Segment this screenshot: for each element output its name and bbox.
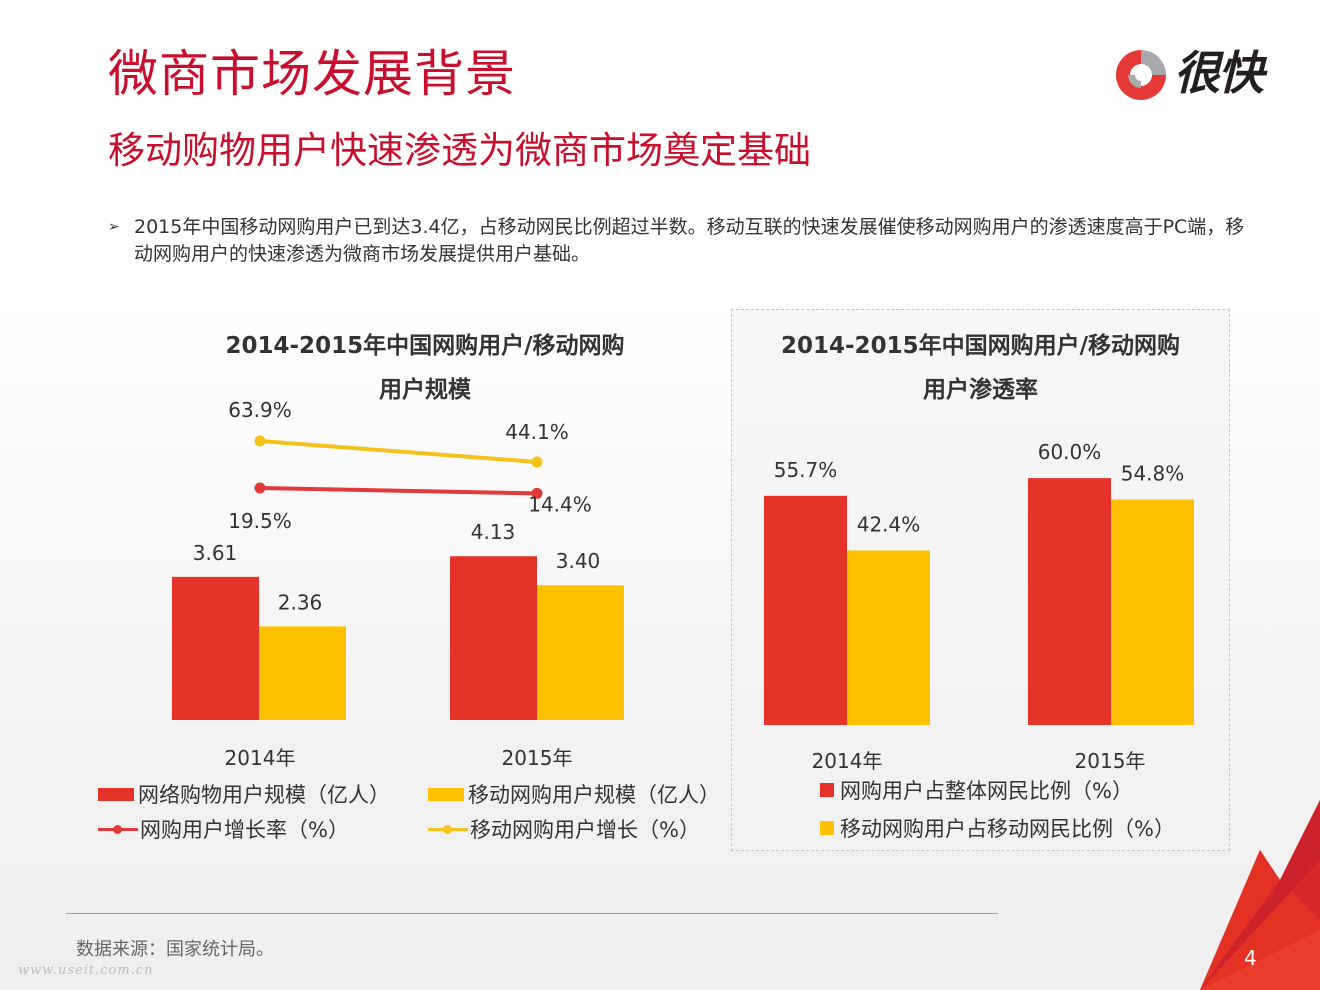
legend-line-marker-yellow	[428, 822, 468, 836]
right-x-label-2015: 2015年	[1074, 749, 1146, 773]
brand-logo: 很快	[1112, 44, 1282, 106]
footer-divider	[66, 913, 998, 914]
bar-mobile-2015年	[537, 585, 624, 720]
kuai-logo-icon	[1116, 50, 1166, 100]
page-subtitle: 移动购物用户快速渗透为微商市场奠定基础	[108, 129, 811, 172]
bar-online-2015年	[450, 556, 537, 720]
legend-label: 移动网购用户占移动网民比例（%）	[840, 817, 1175, 841]
left-chart-title: 2014-2015年中国网购用户/移动网购 用户规模	[170, 324, 680, 412]
left-chart-title-line1: 2014-2015年中国网购用户/移动网购	[225, 333, 625, 359]
legend-online-shoppers: 网络购物用户规模（亿人）	[98, 779, 390, 809]
bar-value-label: 42.4%	[857, 513, 921, 537]
watermark: www.useit.com.cn	[18, 963, 154, 978]
point-online-growth-2014年	[254, 482, 266, 494]
legend-label: 网购用户占整体网民比例（%）	[840, 779, 1133, 803]
legend-penetration-mobile: 移动网购用户占移动网民比例（%）	[820, 813, 1175, 843]
logo-text: 很快	[1174, 46, 1264, 100]
point-mobile-growth-2015年	[531, 456, 543, 468]
line-mobile-growth	[258, 439, 539, 464]
right-chart-title-line1: 2014-2015年中国网购用户/移动网购	[781, 333, 1180, 359]
right-chart-title-line2: 用户渗透率	[923, 377, 1038, 403]
data-source: 数据来源：国家统计局。	[76, 939, 274, 960]
bar-mobile-2015年	[1111, 499, 1194, 725]
bar-mobile-2014年	[259, 626, 346, 720]
legend-label: 网络购物用户规模（亿人）	[138, 783, 390, 807]
legend-line-marker-red	[98, 822, 138, 836]
bar-total-2015年	[1028, 478, 1111, 725]
right-chart-title: 2014-2015年中国网购用户/移动网购 用户渗透率	[731, 324, 1230, 412]
point-mobile-growth-2014年	[254, 435, 266, 447]
page-title: 微商市场发展背景	[108, 45, 516, 103]
bar-value-label: 54.8%	[1121, 461, 1185, 485]
legend-swatch-red	[98, 787, 134, 801]
bar-value-label: 55.7%	[774, 458, 838, 482]
left-x-label-2015: 2015年	[501, 746, 573, 770]
line-value-label: 44.1%	[505, 420, 569, 444]
bar-mobile-2014年	[847, 550, 930, 725]
line-online-growth	[258, 486, 539, 496]
bar-total-2014年	[764, 495, 847, 725]
legend-label: 网购用户增长率（%）	[140, 818, 349, 842]
line-value-label: 19.5%	[228, 509, 292, 533]
bar-value-label: 3.40	[556, 549, 601, 573]
legend-mobile-shoppers: 移动网购用户规模（亿人）	[428, 779, 720, 809]
bar-value-label: 2.36	[278, 590, 323, 614]
arrow-bullet-icon: ➢	[108, 219, 120, 235]
legend-swatch-yellow	[820, 821, 834, 835]
legend-mobile-growth: 移动网购用户增长（%）	[428, 814, 700, 844]
page-number: 4	[1244, 946, 1257, 970]
bar-value-label: 4.13	[471, 520, 516, 544]
summary-bullet: ➢ 2015年中国移动网购用户已到达3.4亿，占移动网民比例超过半数。移动互联的…	[108, 214, 1248, 268]
summary-text: 2015年中国移动网购用户已到达3.4亿，占移动网民比例超过半数。移动互联的快速…	[134, 216, 1245, 265]
right-x-label-2014: 2014年	[811, 749, 883, 773]
bar-online-2014年	[172, 576, 259, 720]
legend-label: 移动网购用户规模（亿人）	[468, 783, 720, 807]
legend-label: 移动网购用户增长（%）	[470, 818, 700, 842]
bar-value-label: 3.61	[193, 541, 238, 565]
legend-swatch-yellow	[428, 787, 464, 801]
bar-value-label: 60.0%	[1038, 440, 1102, 464]
red-mountain-decoration	[1200, 800, 1320, 990]
legend-swatch-red	[820, 783, 834, 797]
left-x-label-2014: 2014年	[224, 746, 296, 770]
line-value-label: 63.9%	[228, 398, 292, 422]
legend-penetration-total: 网购用户占整体网民比例（%）	[820, 775, 1133, 805]
left-chart-title-line2: 用户规模	[379, 377, 471, 403]
point-online-growth-2015年	[531, 487, 543, 499]
legend-online-growth: 网购用户增长率（%）	[98, 814, 349, 844]
line-value-label: 14.4%	[528, 492, 592, 516]
